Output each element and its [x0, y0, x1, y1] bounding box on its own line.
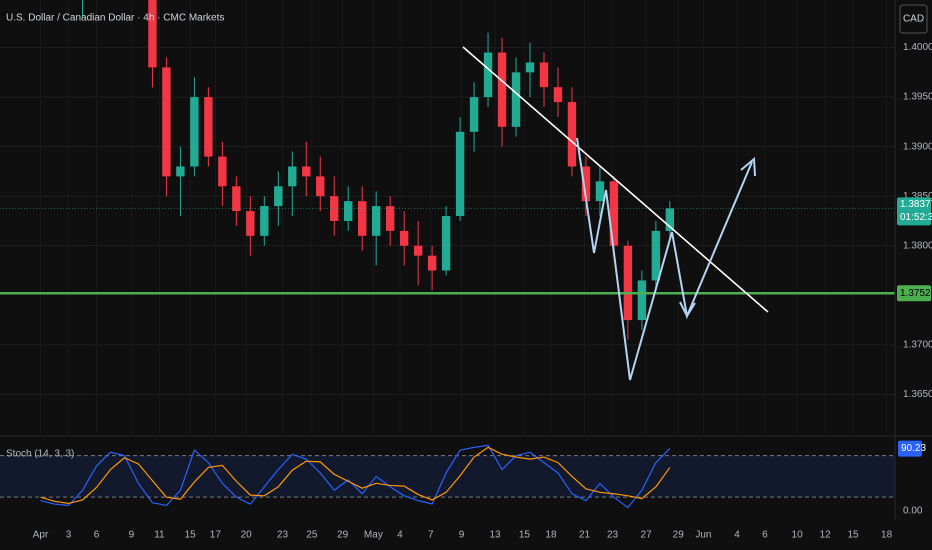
candle-body — [260, 206, 269, 236]
x-tick-label: 9 — [129, 530, 135, 541]
y-tick-label: 1.36500 — [903, 389, 932, 400]
chart-title: U.S. Dollar / Canadian Dollar · 4h · CMC… — [6, 13, 224, 24]
x-tick-label: 15 — [185, 530, 197, 541]
candle-body — [427, 255, 437, 271]
candle-body — [455, 131, 465, 217]
candle-body — [441, 216, 451, 271]
y-tick-label: 1.37000 — [903, 339, 932, 350]
x-tick-label: 7 — [428, 530, 434, 541]
x-tick-label: 9 — [459, 530, 465, 541]
x-tick-label: Jun — [695, 530, 711, 541]
x-tick-label: 23 — [607, 530, 619, 541]
x-tick-label: 29 — [337, 530, 349, 541]
x-tick-label: 21 — [579, 530, 591, 541]
x-tick-label: 6 — [762, 530, 768, 541]
x-tick-label: 15 — [847, 530, 859, 541]
x-tick-label: 27 — [641, 530, 653, 541]
x-tick-label: Apr — [33, 530, 49, 541]
x-tick-label: 3 — [66, 530, 72, 541]
x-tick-label: 25 — [306, 530, 318, 541]
x-tick-label: 18 — [545, 530, 557, 541]
candle-body — [218, 156, 227, 187]
candle-body — [609, 181, 619, 246]
candle-body — [511, 72, 521, 127]
candle-body — [637, 280, 647, 321]
candle-body — [274, 186, 283, 207]
candle-body — [344, 201, 353, 221]
currency-button[interactable] — [899, 4, 928, 34]
y-tick-label: 1.39000 — [903, 141, 932, 152]
candle-body — [469, 97, 479, 132]
stoch-badge — [898, 440, 922, 457]
x-tick-label: 20 — [241, 530, 253, 541]
candle-body — [385, 206, 395, 231]
candle-body — [595, 181, 605, 202]
support-label: 1.37520 — [900, 288, 932, 299]
x-tick-label: 10 — [792, 530, 804, 541]
candle-body — [190, 97, 199, 167]
candle-body — [553, 87, 563, 103]
arrow-head — [740, 156, 756, 177]
x-tick-label: 6 — [94, 530, 100, 541]
x-tick-label: 13 — [489, 530, 501, 541]
y-tick-label: 0.00 — [903, 506, 923, 517]
stoch-pane — [0, 444, 895, 509]
candle-body — [371, 206, 381, 236]
support-badge — [897, 285, 931, 302]
y-tick-label: 1.38500 — [903, 191, 932, 202]
x-tick-label: 23 — [277, 530, 289, 541]
candle-body — [176, 166, 185, 177]
candle-body — [246, 211, 255, 236]
x-tick-label: 18 — [881, 530, 893, 541]
candle-body — [567, 102, 577, 167]
candle-body — [162, 67, 171, 177]
candle-body — [525, 62, 535, 73]
candle-body — [581, 166, 591, 202]
last-price-badge — [897, 197, 931, 226]
candle-body — [330, 196, 339, 221]
candle-body — [623, 245, 633, 321]
candle-body — [497, 52, 507, 127]
y-tick-label: 1.38000 — [903, 240, 932, 251]
candle-body — [316, 176, 325, 197]
x-tick-label: 12 — [820, 530, 832, 541]
candle-body — [665, 208, 675, 231]
x-tick-label: 11 — [154, 530, 165, 541]
y-tick-label: 1.40000 — [903, 42, 932, 53]
trend-line — [462, 46, 769, 313]
candle-body — [358, 201, 367, 236]
candle-body — [483, 52, 493, 98]
indicator-title: Stoch (14, 3, 3) — [6, 449, 74, 460]
arrow-head — [679, 301, 696, 319]
stoch-line — [40, 446, 671, 505]
y-tick-label: 1.39500 — [903, 92, 932, 103]
candle-body — [651, 230, 661, 281]
candle-body — [232, 186, 241, 212]
countdown: 01:52:30 — [900, 212, 932, 223]
x-tick-label: May — [364, 530, 383, 541]
x-tick-label: 15 — [519, 530, 531, 541]
last-price-label: 1.38377 — [900, 199, 932, 210]
x-tick-label: 4 — [734, 530, 740, 541]
stoch-line — [40, 444, 671, 509]
candle-body — [288, 166, 297, 187]
drawings — [462, 46, 769, 381]
x-tick-label: 17 — [210, 530, 222, 541]
candle-body — [539, 62, 549, 88]
candle-body — [399, 230, 409, 246]
x-tick-label: 4 — [397, 530, 403, 541]
stoch-value: 90.23 — [901, 443, 926, 454]
candle-body — [148, 0, 157, 68]
price-pane — [0, 0, 895, 435]
candle-body — [204, 97, 213, 157]
currency-label[interactable]: CAD — [903, 14, 924, 25]
candle-body — [413, 245, 423, 256]
candle-body — [302, 166, 311, 177]
x-tick-label: 29 — [673, 530, 685, 541]
